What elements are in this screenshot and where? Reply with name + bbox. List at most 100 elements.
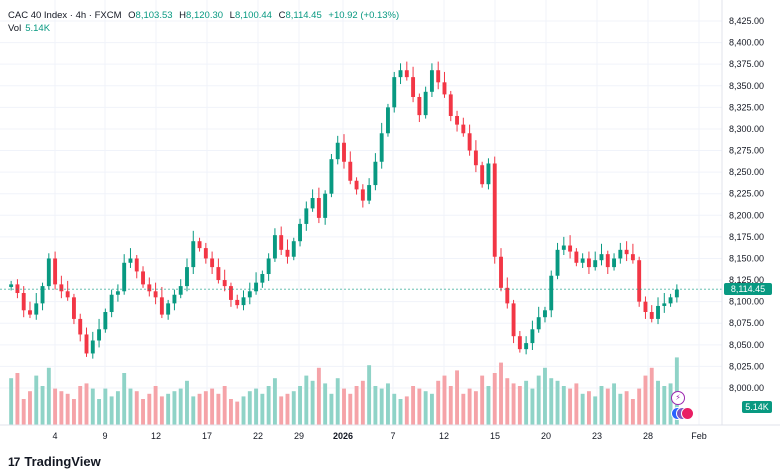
candle-body [593, 260, 598, 268]
candle-body [210, 258, 215, 268]
volume-bar [568, 388, 573, 425]
volume-bar [310, 380, 315, 425]
x-tick-label: 12 [151, 431, 161, 441]
volume-bar [59, 391, 64, 425]
candle-body [71, 297, 76, 319]
volume-bar [354, 386, 359, 425]
candle-body [9, 284, 14, 287]
candle-body [21, 293, 26, 311]
x-tick-label: 15 [490, 431, 500, 441]
candle-body [511, 303, 516, 337]
symbol-legend: CAC 40 Index · 4h · FXCM O8,103.53 H8,12… [8, 9, 399, 22]
volume-bar [404, 396, 409, 425]
candle-body [285, 249, 290, 257]
candle-body [279, 235, 284, 250]
volume-bar [561, 386, 566, 425]
volume-bar [649, 367, 654, 425]
candle-body [153, 291, 158, 298]
candle-body [247, 291, 252, 298]
candle-body [298, 223, 302, 242]
y-tick-label: 8,200.00 [729, 210, 764, 220]
volume-bar [235, 401, 240, 425]
volume-bar [593, 396, 598, 425]
volume-bar [436, 380, 441, 425]
candle-body [417, 96, 422, 116]
volume-bar [159, 396, 164, 425]
y-tick-label: 8,000.00 [729, 383, 764, 393]
volume-bar [536, 375, 541, 425]
y-tick-label: 8,175.00 [729, 232, 764, 242]
candle-body [473, 150, 478, 166]
volume-bar [530, 388, 535, 425]
volume-bar [411, 386, 416, 425]
candle-body [386, 107, 390, 134]
candle-body [643, 301, 648, 313]
volume-bar [103, 388, 108, 425]
candle-body [147, 284, 152, 292]
volume-label[interactable]: Vol [8, 23, 22, 34]
volume-bar [323, 383, 328, 425]
candle-body [561, 245, 566, 250]
volume-bar [360, 380, 365, 425]
volume-bar [505, 378, 510, 425]
last-price-tag: 8,114.45 [724, 283, 772, 295]
candle-body [59, 284, 64, 292]
volume-bar [166, 393, 171, 425]
x-tick-label: 22 [253, 431, 263, 441]
y-tick-label: 8,025.00 [729, 361, 764, 371]
candle-body [53, 258, 58, 285]
candle-body [455, 115, 459, 125]
volume-bar [304, 375, 309, 425]
y-tick-label: 8,400.00 [729, 38, 764, 48]
volume-bar [291, 391, 296, 425]
volume-bar [21, 399, 26, 425]
low-label: L [229, 10, 235, 21]
volume-bar [247, 391, 252, 425]
volume-bar [555, 380, 560, 425]
y-tick-label: 8,125.00 [729, 275, 764, 285]
candle-body [429, 70, 434, 92]
flash-icon[interactable]: ⚡ [671, 391, 685, 405]
events-icon[interactable] [671, 407, 694, 420]
candle-body [272, 235, 277, 259]
candle-body [574, 251, 579, 263]
volume-bar [605, 388, 610, 425]
y-tick-label: 8,275.00 [729, 146, 764, 156]
close-label: C [278, 10, 286, 21]
volume-bar [392, 393, 397, 425]
candle-body [624, 249, 629, 255]
volume-bar [662, 386, 667, 425]
volume-bar [84, 383, 89, 425]
candle-body [586, 258, 591, 268]
candle-body [517, 336, 522, 350]
symbol-name[interactable]: CAC 40 Index · 4h · FXCM [8, 10, 122, 21]
candle-body [612, 258, 617, 268]
candle-body [530, 329, 535, 344]
candle-body [348, 161, 353, 181]
candle-body [216, 267, 221, 281]
volume-bar [624, 391, 629, 425]
candle-body [580, 258, 585, 263]
candle-body [172, 294, 177, 304]
open-value: 8,103.53 [135, 10, 173, 21]
candle-body [568, 245, 573, 252]
volume-bar [210, 388, 215, 425]
candle-body [90, 340, 95, 354]
tradingview-logo[interactable]: 17 TradingView [8, 454, 101, 469]
candle-body [486, 163, 491, 185]
volume-bar [298, 386, 302, 425]
candle-body [185, 267, 189, 287]
volume-bar [342, 388, 346, 425]
candle-body [84, 334, 89, 354]
candle-body [159, 297, 164, 315]
volume-bar [229, 399, 233, 425]
volume-bar [637, 388, 642, 425]
volume-bar [222, 386, 227, 425]
volume-bar [134, 391, 139, 425]
volume-bar [97, 399, 102, 425]
volume-bar [78, 386, 83, 425]
volume-bar [53, 388, 58, 425]
candle-body [662, 303, 667, 306]
candle-body [367, 185, 372, 201]
